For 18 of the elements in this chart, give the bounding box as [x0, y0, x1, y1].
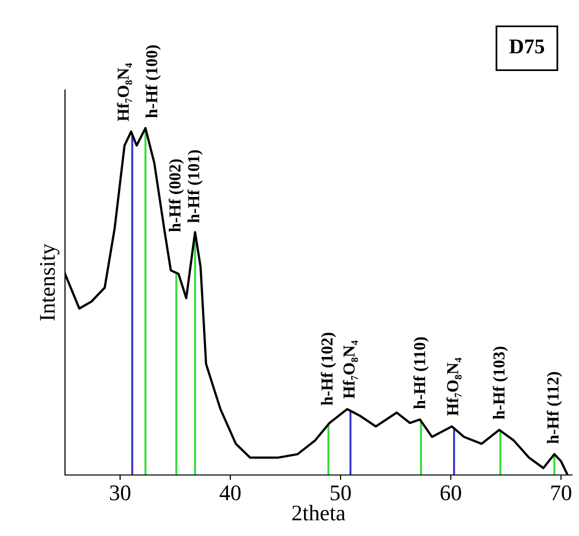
ref-line-label: h-Hf (110) — [413, 337, 429, 409]
ref-line-label: Hf₇O₈N₄ — [446, 358, 462, 416]
x-tick-label: 50 — [330, 485, 351, 500]
ref-line-label: Hf₇O₈N₄ — [342, 340, 358, 399]
ref-line-label: Hf₇O₈N₄ — [116, 63, 132, 122]
x-tick-label: 70 — [551, 485, 572, 500]
y-axis-title: Intensity — [40, 244, 60, 321]
ref-line-label: h-Hf (100) — [145, 45, 161, 118]
x-tick-label: 30 — [110, 485, 130, 500]
ref-line-label: h-Hf (112) — [546, 372, 562, 444]
ref-line-label: h-Hf (002) — [168, 159, 184, 232]
x-axis-title: 2theta — [292, 504, 346, 521]
x-tick-label: 40 — [220, 485, 241, 500]
x-tick-label: 60 — [440, 485, 462, 500]
text: D75 — [509, 40, 544, 54]
ref-line-label: h-Hf (101) — [187, 150, 203, 223]
ref-line-label: h-Hf (103) — [492, 346, 508, 420]
ref-line-label: h-Hf (102) — [320, 332, 336, 406]
